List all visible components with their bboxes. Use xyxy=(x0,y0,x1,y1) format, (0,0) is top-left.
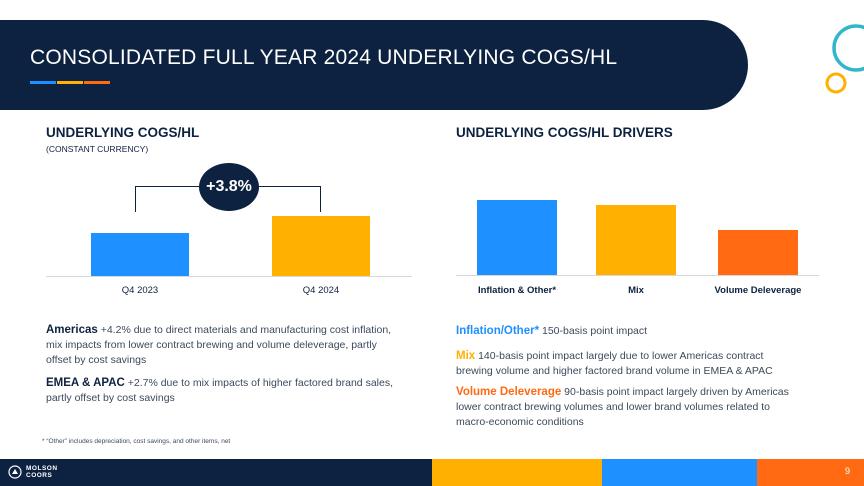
footer-band xyxy=(0,459,864,486)
left-chart-subtitle: (CONSTANT CURRENCY) xyxy=(46,144,149,154)
footnote: * “Other” includes depreciation, cost sa… xyxy=(42,438,231,445)
teal-ring-icon xyxy=(832,24,864,72)
volume-lead: Volume Deleverage xyxy=(456,386,562,398)
right-chart-bar-2 xyxy=(718,230,798,275)
volume-paragraph: Volume Deleverage 90-basis point impact … xyxy=(456,385,796,430)
inflation-paragraph: Inflation/Other* 150-basis point impact xyxy=(456,324,796,339)
left-chart-axis xyxy=(46,276,412,277)
underline-yellow xyxy=(57,81,83,84)
logo-text: MOLSON COORS xyxy=(26,465,58,479)
logo-line-2: COORS xyxy=(26,472,53,479)
growth-bracket-right xyxy=(259,186,321,212)
footer-stripe-orange xyxy=(757,459,864,486)
right-chart-category-label-0: Inflation & Other* xyxy=(477,285,557,296)
underline-blue xyxy=(30,81,56,84)
left-chart-title: UNDERLYING COGS/HL xyxy=(46,125,200,140)
mix-body: 140-basis point impact largely due to lo… xyxy=(456,350,773,377)
page-title: CONSOLIDATED FULL YEAR 2024 UNDERLYING C… xyxy=(30,46,618,69)
volume-body: 90-basis point impact largely driven by … xyxy=(456,386,789,428)
right-chart-title: UNDERLYING COGS/HL DRIVERS xyxy=(456,125,673,140)
header-band xyxy=(0,20,748,110)
inflation-body: 150-basis point impact xyxy=(539,325,648,337)
left-chart-bar-0 xyxy=(91,233,189,276)
underline-orange xyxy=(84,81,110,84)
right-chart-bar-1 xyxy=(596,205,676,275)
americas-body: +4.2% due to direct materials and manufa… xyxy=(46,324,392,366)
decorative-rings-icon xyxy=(825,24,864,94)
americas-lead: Americas xyxy=(46,324,98,336)
inflation-lead: Inflation/Other* xyxy=(456,325,540,337)
footer-stripe-navy xyxy=(0,459,432,486)
footer-stripe-blue xyxy=(602,459,757,486)
americas-paragraph: Americas +4.2% due to direct materials a… xyxy=(46,323,396,368)
logo-mark-icon xyxy=(8,465,22,479)
emea-paragraph: EMEA & APAC +2.7% due to mix impacts of … xyxy=(46,376,396,406)
left-chart-bar-1 xyxy=(272,215,370,276)
logo-line-1: MOLSON xyxy=(26,465,58,472)
left-chart-category-label-1: Q4 2024 xyxy=(302,285,340,296)
right-chart-category-label-2: Volume Deleverage xyxy=(714,285,802,296)
title-underline xyxy=(30,81,111,84)
emea-lead: EMEA & APAC xyxy=(46,377,125,389)
right-chart-axis xyxy=(456,275,819,276)
right-chart-category-label-1: Mix xyxy=(628,285,644,296)
footer-stripe-yellow xyxy=(432,459,602,486)
left-chart-category-label-0: Q4 2023 xyxy=(121,285,159,296)
right-chart-bar-0 xyxy=(477,200,557,275)
mix-paragraph: Mix 140-basis point impact largely due t… xyxy=(456,349,796,379)
yellow-ring-icon xyxy=(825,72,847,94)
molson-coors-logo: MOLSON COORS xyxy=(8,465,58,479)
emea-body: +2.7% due to mix impacts of higher facto… xyxy=(46,377,393,404)
mix-lead: Mix xyxy=(456,350,476,362)
page-number: 9 xyxy=(844,466,850,476)
growth-bracket-left xyxy=(135,186,199,212)
growth-badge: +3.8% xyxy=(199,163,259,211)
